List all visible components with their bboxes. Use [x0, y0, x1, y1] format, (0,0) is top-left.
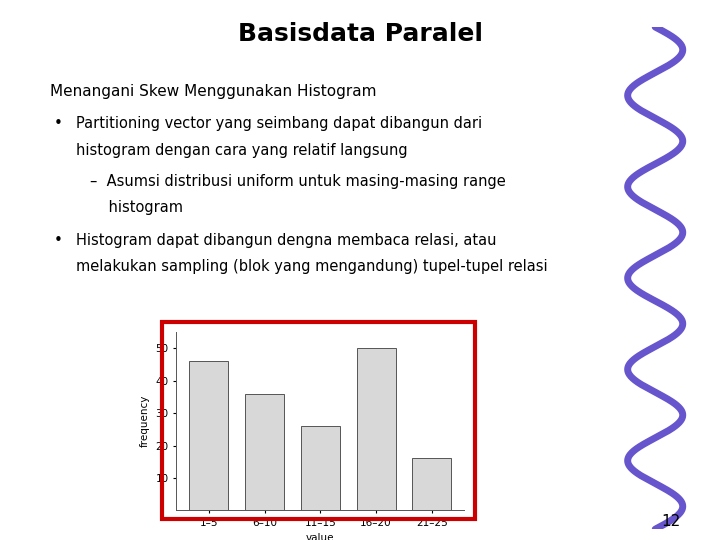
Bar: [246, 394, 284, 510]
Text: –  Asumsi distribusi uniform untuk masing-masing range: – Asumsi distribusi uniform untuk masing…: [90, 174, 505, 188]
X-axis label: value: value: [306, 534, 335, 540]
Text: melakukan sampling (blok yang mengandung) tupel-tupel relasi: melakukan sampling (blok yang mengandung…: [76, 259, 547, 274]
Text: histogram dengan cara yang relatif langsung: histogram dengan cara yang relatif langs…: [76, 143, 408, 158]
Text: histogram: histogram: [90, 200, 183, 215]
Text: •: •: [54, 233, 63, 248]
Text: Basisdata Paralel: Basisdata Paralel: [238, 22, 482, 45]
Text: •: •: [54, 116, 63, 131]
Bar: [189, 361, 228, 510]
Bar: [301, 426, 340, 510]
Y-axis label: frequency: frequency: [140, 395, 150, 447]
Bar: [356, 348, 395, 510]
Text: Menangani Skew Menggunakan Histogram: Menangani Skew Menggunakan Histogram: [50, 84, 377, 99]
Text: Partitioning vector yang seimbang dapat dibangun dari: Partitioning vector yang seimbang dapat …: [76, 116, 482, 131]
Text: 12: 12: [661, 514, 680, 529]
Text: Histogram dapat dibangun dengna membaca relasi, atau: Histogram dapat dibangun dengna membaca …: [76, 233, 496, 248]
Bar: [413, 458, 451, 510]
